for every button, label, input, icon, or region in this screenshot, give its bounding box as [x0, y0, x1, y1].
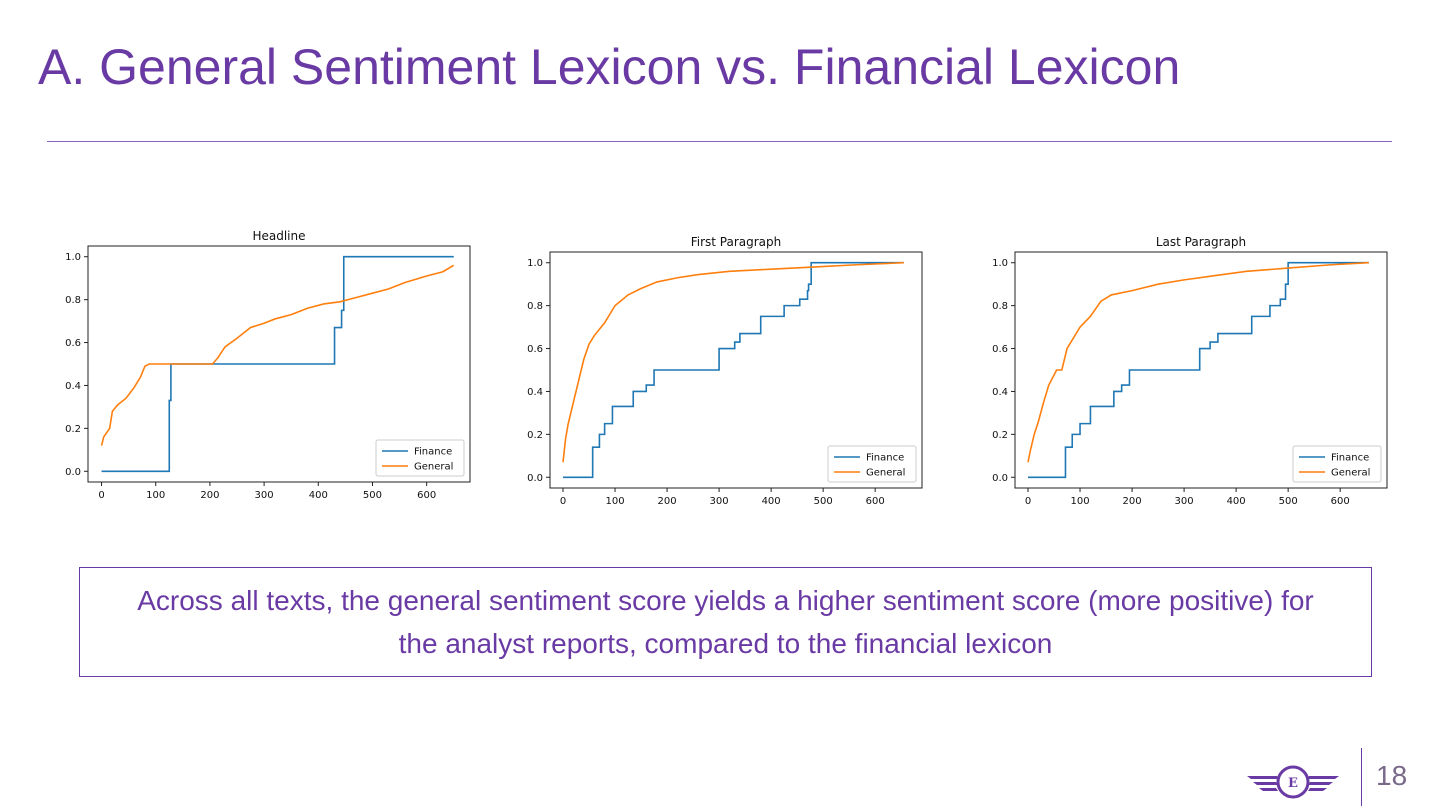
y-tick-label: 0.0: [527, 473, 543, 484]
legend: [375, 439, 465, 477]
series-line-finance: [563, 261, 904, 479]
chart-title: Last Paragraph: [1156, 235, 1246, 249]
y-tick-label: 0.6: [527, 344, 543, 355]
summary-text: Across all texts, the general sentiment …: [137, 585, 1314, 659]
y-tick-label: 0.8: [527, 301, 543, 312]
logo-icon: E: [1247, 765, 1339, 799]
series-line-general: [1027, 261, 1369, 463]
legend-label: Finance: [1331, 453, 1369, 464]
y-tick-label: 0.8: [992, 301, 1008, 312]
series-line-general: [100, 264, 455, 446]
x-tick-label: 600: [866, 496, 885, 507]
page-number-divider: [1361, 748, 1362, 806]
x-tick-label: 500: [363, 490, 382, 501]
y-tick-label: 0.6: [65, 338, 81, 349]
y-tick-label: 0.0: [992, 473, 1008, 484]
plot-frame: [87, 245, 471, 483]
y-tick-label: 0.4: [992, 387, 1008, 398]
chart-title: Headline: [252, 229, 305, 243]
y-tick-label: 0.4: [527, 387, 543, 398]
chart-last-paragraph: Last Paragraph 0 100 200 300 400 500 600 0.0 0.2 0…: [975, 232, 1395, 522]
y-tick-label: 1.0: [65, 252, 81, 263]
x-tick-label: 400: [1227, 496, 1246, 507]
x-tick-label: 200: [658, 496, 677, 507]
summary-box: Across all texts, the general sentiment …: [79, 567, 1372, 677]
x-tick-label: 600: [1331, 496, 1350, 507]
chart-svg: Headline 0 100 200 300 400 500 600 0.0 0.2 0.4 0.6 0…: [65, 229, 471, 501]
y-tick-label: 0.8: [65, 295, 81, 306]
chart-title: First Paragraph: [691, 235, 782, 249]
y-tick-label: 0.4: [65, 381, 81, 392]
chart-headline: Headline 0 100 200 300 400 500 600 0.0 0.2 0.4 0.6 0…: [48, 226, 478, 516]
legend-label: General: [1331, 468, 1370, 479]
y-tick-label: 0.2: [65, 424, 81, 435]
x-tick-label: 500: [1279, 496, 1298, 507]
legend-label: General: [866, 468, 905, 479]
x-tick-label: 200: [1123, 496, 1142, 507]
x-tick-label: 0: [98, 490, 104, 501]
legend-label: Finance: [414, 447, 452, 458]
x-tick-label: 100: [605, 496, 624, 507]
x-tick-label: 0: [560, 496, 566, 507]
page-number: 18: [1376, 760, 1408, 791]
y-tick-label: 1.0: [527, 258, 543, 269]
title-divider: [47, 141, 1392, 142]
x-tick-label: 200: [200, 490, 219, 501]
y-tick-label: 1.0: [992, 258, 1008, 269]
chart-svg: Last Paragraph 0 100 200 300 400 500 600 0.0 0.2 0…: [992, 235, 1388, 507]
logo-letter: E: [1288, 776, 1298, 791]
series-line-general: [562, 261, 904, 463]
y-tick-label: 0.6: [992, 344, 1008, 355]
x-tick-label: 600: [417, 490, 436, 501]
x-tick-label: 400: [762, 496, 781, 507]
y-tick-label: 0.2: [992, 430, 1008, 441]
chart-first-paragraph: First Paragraph 0 100 200 300 400 500 600 0.0 0.2…: [510, 232, 930, 522]
legend: [1292, 445, 1382, 483]
x-tick-label: 500: [814, 496, 833, 507]
series-line-finance: [1028, 261, 1369, 479]
chart-svg: First Paragraph 0 100 200 300 400 500 600 0.0 0.2…: [527, 235, 923, 507]
y-tick-label: 0.2: [527, 430, 543, 441]
x-tick-label: 400: [309, 490, 328, 501]
y-tick-label: 0.0: [65, 467, 81, 478]
x-tick-label: 100: [146, 490, 165, 501]
legend-label: Finance: [866, 453, 904, 464]
x-tick-label: 300: [1175, 496, 1194, 507]
x-tick-label: 0: [1025, 496, 1031, 507]
x-tick-label: 300: [255, 490, 274, 501]
x-tick-label: 300: [710, 496, 729, 507]
plot-frame: [1014, 251, 1388, 489]
slide-title: A. General Sentiment Lexicon vs. Financi…: [38, 39, 1181, 95]
legend: [827, 445, 917, 483]
legend-label: General: [414, 462, 453, 473]
x-tick-label: 100: [1070, 496, 1089, 507]
plot-frame: [549, 251, 923, 489]
